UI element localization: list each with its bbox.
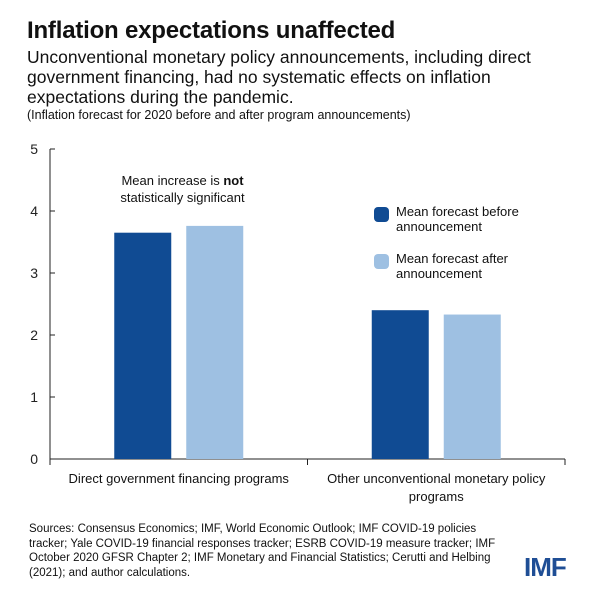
y-tick-label: 0 — [30, 451, 38, 467]
chart-subtitle: Unconventional monetary policy announcem… — [27, 47, 531, 107]
imf-logo: IMF — [524, 552, 567, 582]
legend-swatch-before — [374, 207, 389, 222]
y-tick-label: 2 — [30, 327, 38, 343]
bar-after-1 — [443, 314, 501, 459]
annotation-text-bold: not — [223, 173, 244, 188]
chart-title: Inflation expectations unaffected — [27, 17, 396, 44]
legend-label-before: Mean forecast before announcement — [396, 204, 519, 234]
bar-before-1 — [371, 310, 429, 459]
annotation-text-after: statistically significant — [120, 190, 245, 205]
annotation-text-before: Mean increase is — [121, 173, 220, 188]
legend-label-after: Mean forecast after announcement — [396, 251, 508, 281]
chart-note: (Inflation forecast for 2020 before and … — [27, 108, 411, 122]
bar-after-0 — [186, 225, 244, 459]
sources-note: Sources: Consensus Economics; IMF, World… — [29, 523, 496, 579]
bar-before-0 — [114, 232, 172, 459]
y-tick-label: 1 — [30, 389, 38, 405]
y-tick-label: 4 — [30, 203, 38, 219]
x-category-label: Other unconventional monetary policy prog… — [327, 471, 546, 504]
significance-annotation: Mean increase is not statistically signif… — [95, 172, 270, 206]
y-tick-label: 3 — [30, 265, 38, 281]
y-tick-label: 5 — [30, 141, 38, 157]
legend-swatch-after — [374, 254, 389, 269]
x-category-label: Direct government financing programs — [69, 471, 290, 486]
